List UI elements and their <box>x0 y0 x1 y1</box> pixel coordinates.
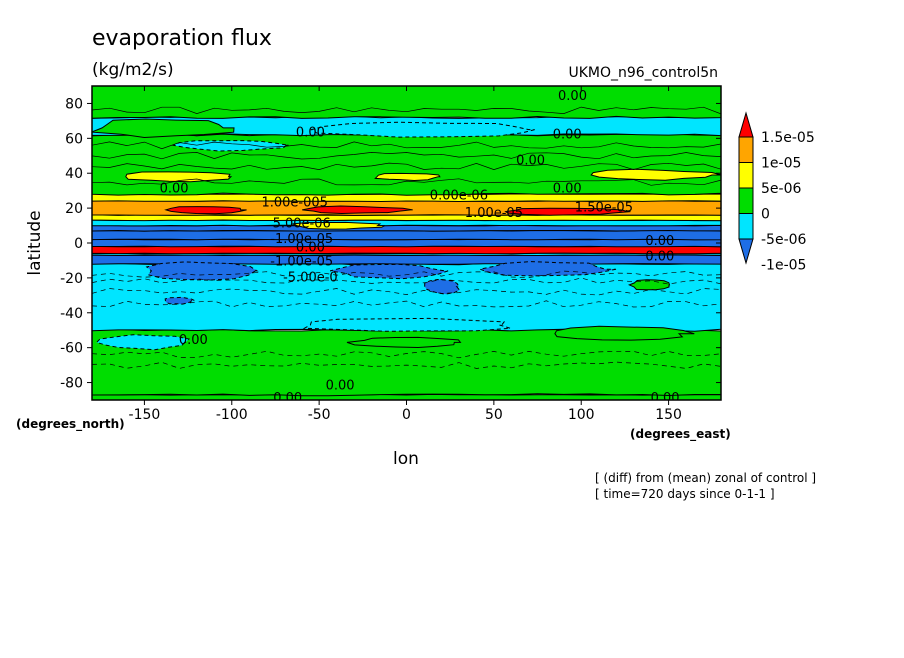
contour-patch <box>310 121 535 138</box>
x-tick-label: 150 <box>655 407 682 423</box>
y-tick-label: -40 <box>60 306 83 322</box>
contour-label: -1.00e-05 <box>270 232 333 247</box>
plot-area: 0.000.00 0.000.000.00 0.000.00e-061.00e-00… <box>92 86 721 406</box>
contour-label: 0.00 <box>273 391 302 406</box>
contour-line <box>92 350 721 359</box>
colorbar-arrow-top <box>738 111 754 138</box>
chart-title: evaporation flux <box>92 26 272 51</box>
x-axis: -150 -100 -50 0 50 100 150 <box>129 86 682 423</box>
colorbar-label: -5e-06 <box>761 232 807 248</box>
x-axis-label: lon <box>393 449 419 469</box>
x-tick-label: -150 <box>129 407 161 423</box>
y-tick-label: 60 <box>65 131 83 147</box>
x-tick-label: 50 <box>485 407 503 423</box>
x-unit-label: (degrees_east) <box>630 427 731 442</box>
contour-line <box>92 152 721 160</box>
y-axis: -80 -60 -40 -20 0 20 40 60 80 <box>60 96 721 392</box>
x-tick-label: -100 <box>216 407 248 423</box>
contour-band <box>92 328 721 397</box>
contour-label: 1.00e-005 <box>261 195 327 210</box>
contour-label: 0.00 <box>553 181 582 196</box>
contour-patch <box>554 325 695 341</box>
colorbar: -1e-05 -5e-06 0 5e-06 1e-05 1.5e-05 <box>738 111 815 274</box>
y-tick-label: -60 <box>60 341 83 357</box>
contour-patch <box>95 334 191 351</box>
contour-label: 0.00 <box>326 379 355 394</box>
x-tick-label: 0 <box>402 407 411 423</box>
contour-patch <box>125 171 233 183</box>
contour-label: 1.00e-05 <box>465 206 523 221</box>
contour-label: 0.00 <box>651 391 680 406</box>
colorbar-label: -1e-05 <box>761 258 806 274</box>
model-label: UKMO_n96_control5n <box>568 65 718 81</box>
contour-band <box>92 86 721 119</box>
contour-patch <box>292 221 386 230</box>
contour-line <box>92 162 721 170</box>
colorbar-segment <box>738 187 754 214</box>
contour-band <box>92 238 721 248</box>
contour-line <box>92 300 721 308</box>
colorbar-segment <box>738 136 754 163</box>
colorbar-label: 0 <box>761 207 770 223</box>
footnote-2: [ time=720 days since 0-1-1 ] <box>595 487 775 501</box>
contour-label: 0.00 <box>179 333 208 348</box>
contour-patch <box>424 278 461 295</box>
contour-patch <box>374 172 441 182</box>
contour-band <box>92 229 721 241</box>
y-tick-label: 80 <box>65 96 83 112</box>
chart-units: (kg/m2/s) <box>92 60 174 80</box>
colorbar-segment <box>738 213 754 240</box>
contour-label: 0.00 <box>645 250 674 265</box>
contour-patch <box>346 336 462 349</box>
y-tick-label: 40 <box>65 166 83 182</box>
contour-patch <box>504 207 631 216</box>
contour-line <box>92 106 721 115</box>
contour-patch <box>478 261 617 277</box>
y-axis-label: latitude <box>25 210 45 275</box>
y-tick-label: 20 <box>65 201 83 217</box>
contour-label: 0.00 <box>553 127 582 142</box>
contour-label: 0.00 <box>160 181 189 196</box>
contour-label: 0.00 <box>645 234 674 249</box>
contour-label: -1.00e-05 <box>270 255 333 270</box>
contour-line <box>92 288 721 296</box>
contour-line <box>92 277 721 285</box>
colorbar-label: 1e-05 <box>761 156 801 172</box>
footnote-1: [ (diff) from (mean) zonal of control ] <box>595 471 816 485</box>
y-tick-label: -20 <box>60 271 83 287</box>
y-tick-label: 0 <box>74 236 83 252</box>
y-tick-label: -80 <box>60 376 83 392</box>
contour-line <box>92 361 721 369</box>
contour-patch <box>164 206 247 215</box>
x-tick-label: -50 <box>308 407 331 423</box>
colorbar-arrow-bottom <box>738 238 754 265</box>
contour-patch <box>302 205 413 215</box>
contour-patch <box>590 168 721 181</box>
contour-line <box>92 178 721 186</box>
contour-patch <box>302 317 511 332</box>
contour-patch <box>171 140 289 152</box>
y-unit-label: (degrees_north) <box>16 417 125 432</box>
colorbar-label: 5e-06 <box>761 181 801 197</box>
x-tick-label: 100 <box>568 407 595 423</box>
contour-label: 0.00 <box>516 154 545 169</box>
contour-patch <box>92 118 235 139</box>
contour-label: 0.00e-06 <box>430 188 488 203</box>
contour-patch <box>329 263 449 280</box>
contour-patch <box>145 261 259 281</box>
contour-line <box>92 270 721 278</box>
contour-label: 0.00 <box>558 89 587 104</box>
contour-label: 1.50e-05 <box>575 201 633 216</box>
contour-label: 0.00 <box>296 126 325 141</box>
colorbar-segment <box>738 162 754 189</box>
contour-label: -5.00e-0 <box>283 270 338 285</box>
contour-line <box>92 141 721 150</box>
contour-label: 5.00e-06 <box>273 216 331 231</box>
contour-patch <box>627 279 671 291</box>
colorbar-label: 1.5e-05 <box>761 130 815 146</box>
contour-label: 0.00 <box>296 241 325 256</box>
